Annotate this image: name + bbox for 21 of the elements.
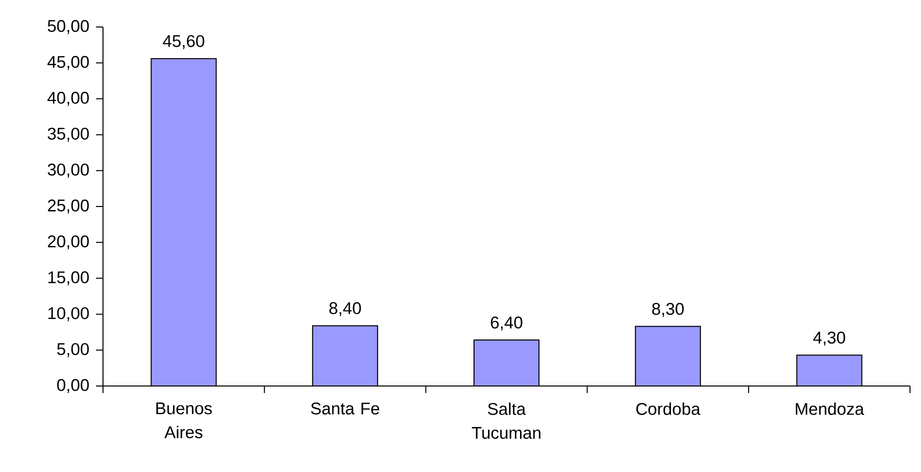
x-tick-label: Salta Tucuman <box>472 402 540 439</box>
data-label: 8,30 <box>652 302 684 317</box>
y-tick-label: 0,00 <box>57 379 89 393</box>
y-tick-label: 40,00 <box>47 92 89 106</box>
y-tick-label: 45,00 <box>47 56 89 70</box>
x-tick-label: Buenos Aires <box>156 402 212 438</box>
y-tick-label: 15,00 <box>48 271 89 286</box>
x-tick-label: Mendoza <box>796 402 864 415</box>
y-tick-label: 25,00 <box>48 200 89 214</box>
x-tick-label: Santa Fe <box>311 402 380 415</box>
x-tick-label: Cordoba <box>636 402 700 415</box>
data-label: 6,40 <box>490 316 522 331</box>
y-tick-label: 20,00 <box>48 235 89 250</box>
data-label: 45,60 <box>162 35 204 50</box>
y-tick-label: 10,00 <box>48 307 89 322</box>
y-tick-label: 50,00 <box>48 20 89 34</box>
data-label: 4,30 <box>813 332 846 346</box>
data-label: 8,40 <box>329 302 361 316</box>
y-tick-label: 5,00 <box>57 343 89 358</box>
y-tick-label: 35,00 <box>48 128 89 142</box>
y-tick-label: 30,00 <box>48 164 89 178</box>
